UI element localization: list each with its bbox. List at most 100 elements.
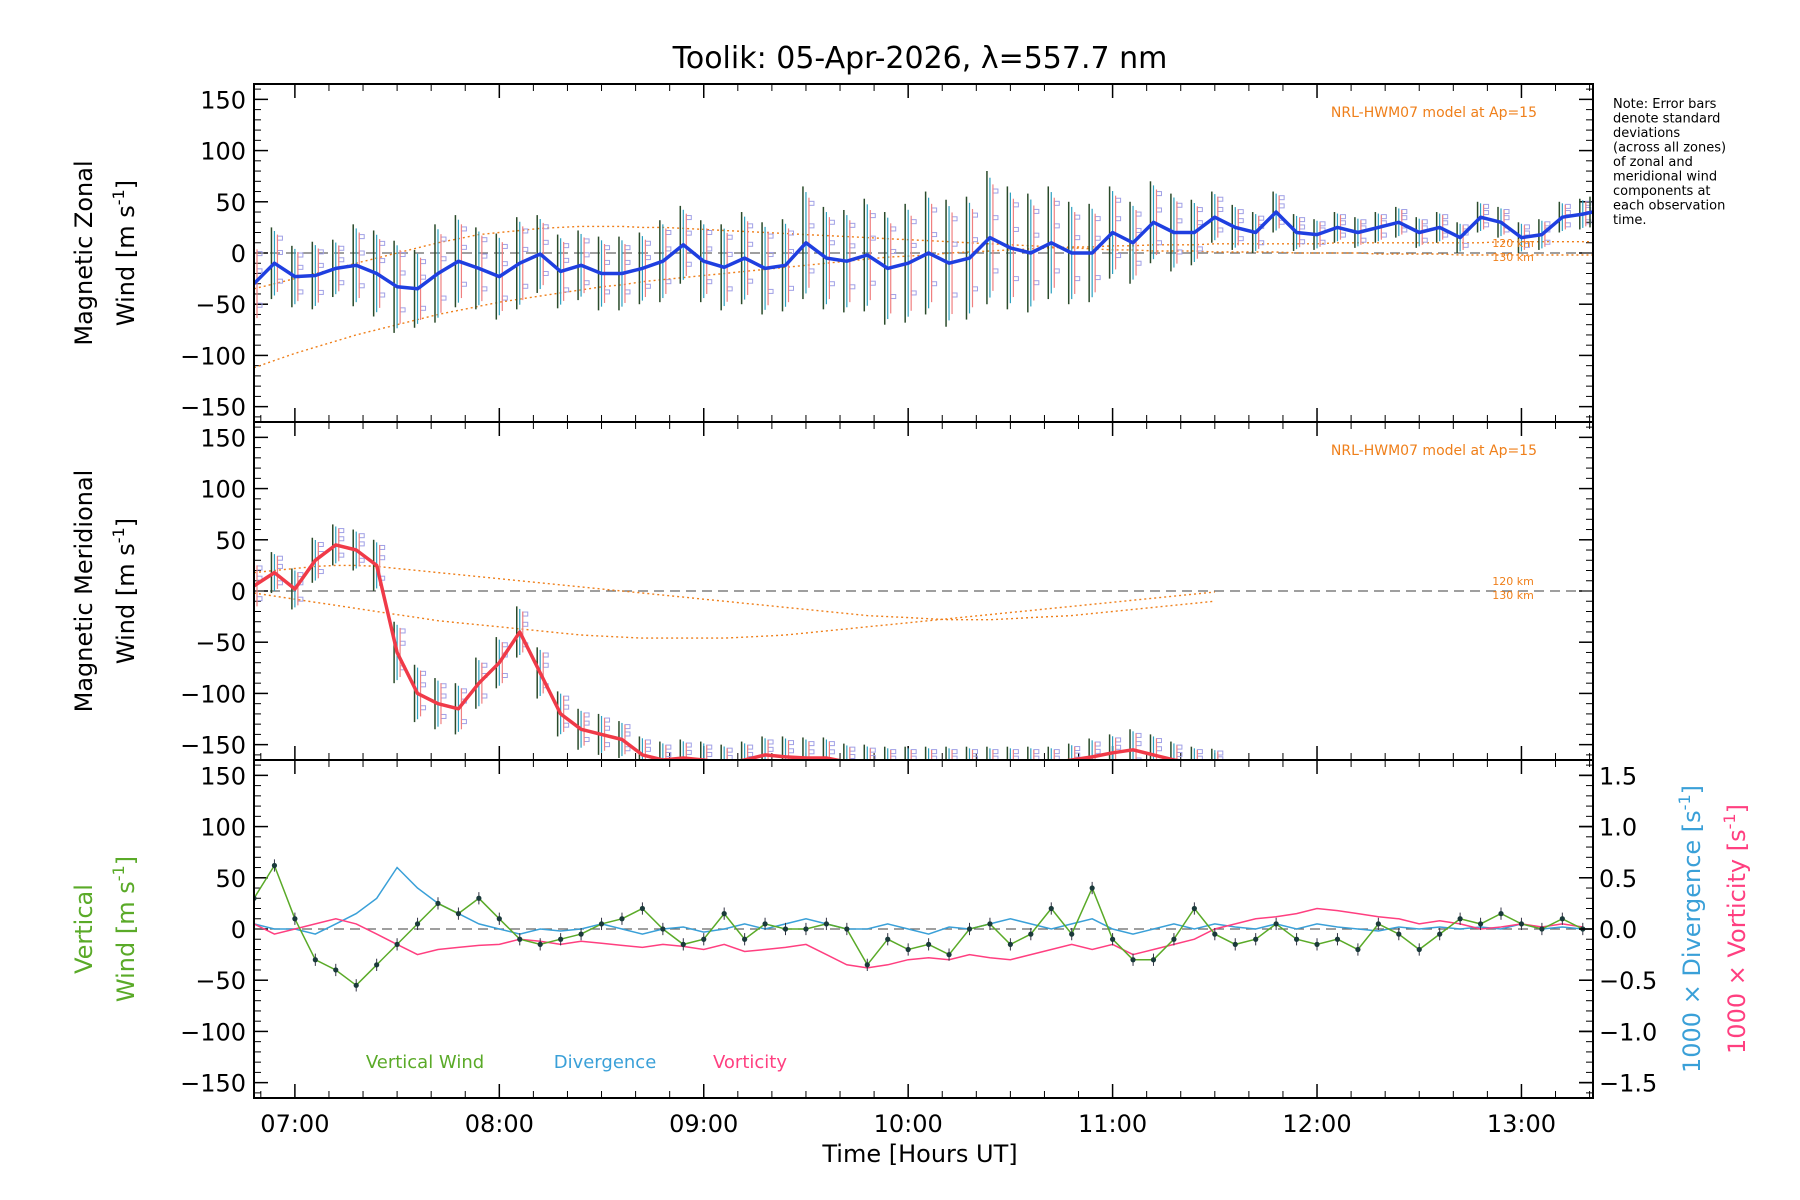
zone-marker	[972, 769, 977, 773]
zone-marker	[706, 246, 713, 252]
zone-marker	[849, 754, 856, 760]
zone-marker	[1115, 216, 1122, 222]
vertical-wind-point	[1007, 941, 1013, 947]
vertical-wind-point	[1273, 921, 1279, 927]
zone-marker	[1155, 746, 1162, 752]
vertical-wind-point	[537, 941, 543, 947]
zone-marker	[1503, 209, 1510, 215]
vertical-wind-point	[414, 921, 421, 927]
zone-marker	[951, 749, 958, 755]
zone-marker	[1012, 276, 1019, 282]
zone-marker	[297, 252, 304, 258]
zone-marker	[358, 283, 365, 289]
vertical-wind-point	[1293, 936, 1300, 942]
model-label: NRL-HWM07 model at Ap=15	[1331, 443, 1537, 459]
zone-marker	[1360, 237, 1367, 243]
zone-marker	[1319, 221, 1326, 227]
zone-marker	[604, 725, 611, 731]
zone-marker	[1483, 203, 1490, 209]
zone-marker	[1564, 210, 1571, 216]
zone-marker	[931, 232, 938, 238]
zone-marker	[1135, 741, 1142, 747]
zone-marker	[910, 749, 917, 755]
vertical-wind-point	[1048, 905, 1054, 912]
zone-marker	[1483, 210, 1490, 216]
zone-marker	[1095, 764, 1100, 768]
zone-marker	[767, 288, 774, 294]
zone-marker	[645, 762, 650, 766]
zone-marker	[1156, 763, 1161, 767]
vertical-wind-point	[1130, 957, 1136, 963]
zone-marker	[583, 712, 590, 718]
zone-marker	[869, 747, 876, 753]
zone-marker	[1523, 224, 1530, 230]
zone-marker	[501, 673, 508, 678]
zone-marker	[420, 259, 427, 265]
legend-item: Vertical Wind	[366, 1052, 484, 1073]
zone-marker	[1401, 209, 1408, 215]
zone-marker	[869, 280, 876, 286]
zone-marker	[624, 259, 631, 265]
zone-marker	[685, 230, 692, 236]
zone-marker	[317, 541, 324, 547]
vertical-wind-point	[394, 941, 400, 947]
zone-marker	[317, 569, 324, 575]
vertical-wind-point	[987, 921, 993, 927]
zone-marker	[563, 695, 570, 701]
zone-marker	[481, 693, 488, 699]
zone-marker	[849, 746, 856, 752]
zone-marker	[809, 766, 814, 770]
zonal-wind-panel: 150 100 50 0 −50 −100 −150 Magnetic Zonal Wind […	[70, 83, 1594, 423]
zone-marker	[1401, 227, 1408, 233]
plot-area	[254, 524, 1224, 774]
zone-marker	[808, 741, 815, 747]
zone-marker	[1094, 741, 1101, 747]
zone-marker	[604, 289, 611, 295]
chart-title: Toolik: 05-Apr-2026, λ=557.7 nm	[672, 41, 1168, 76]
zone-marker	[788, 285, 795, 291]
zone-marker	[583, 252, 590, 258]
zone-marker	[583, 720, 590, 726]
vertical-wind-point	[292, 916, 298, 922]
vertical-wind-point	[476, 895, 482, 901]
zone-marker	[911, 769, 916, 773]
vertical-wind-point	[946, 952, 952, 958]
zone-marker	[849, 284, 856, 290]
zone-marker	[501, 642, 508, 648]
zone-marker	[1074, 235, 1081, 241]
vertical-wind-point	[885, 936, 891, 942]
vertical-wind-point	[905, 946, 911, 953]
zone-marker	[420, 670, 427, 676]
zone-marker	[1135, 211, 1142, 217]
vertical-wind-point	[1334, 936, 1341, 942]
zone-marker	[993, 769, 998, 773]
y-tick-label: 0	[231, 578, 246, 606]
zone-marker	[522, 283, 529, 289]
zone-marker	[828, 240, 835, 246]
zone-marker	[1033, 280, 1040, 286]
zone-marker	[870, 770, 875, 774]
zone-marker	[644, 240, 651, 246]
zone-marker	[1033, 749, 1040, 755]
zone-marker	[1155, 207, 1162, 213]
y-tick-label: −150	[180, 732, 246, 760]
zone-marker	[501, 295, 508, 301]
y-axis-label: Magnetic Zonal	[70, 160, 98, 345]
zone-marker	[1176, 202, 1183, 208]
zone-marker	[624, 746, 631, 752]
legend-item: Vorticity	[713, 1052, 787, 1073]
zone-marker	[910, 219, 917, 225]
zone-marker	[992, 188, 999, 194]
zone-marker	[1442, 232, 1449, 238]
zone-marker	[379, 258, 386, 264]
zone-marker	[726, 286, 733, 292]
zone-marker	[808, 200, 815, 206]
zone-marker	[1218, 768, 1223, 772]
zone-marker	[379, 240, 386, 246]
y-tick-label: 0	[231, 916, 246, 944]
zone-marker	[890, 294, 897, 300]
zone-marker	[1401, 215, 1408, 221]
zone-marker	[747, 278, 754, 284]
zone-marker	[706, 751, 713, 757]
zone-marker	[706, 279, 713, 285]
